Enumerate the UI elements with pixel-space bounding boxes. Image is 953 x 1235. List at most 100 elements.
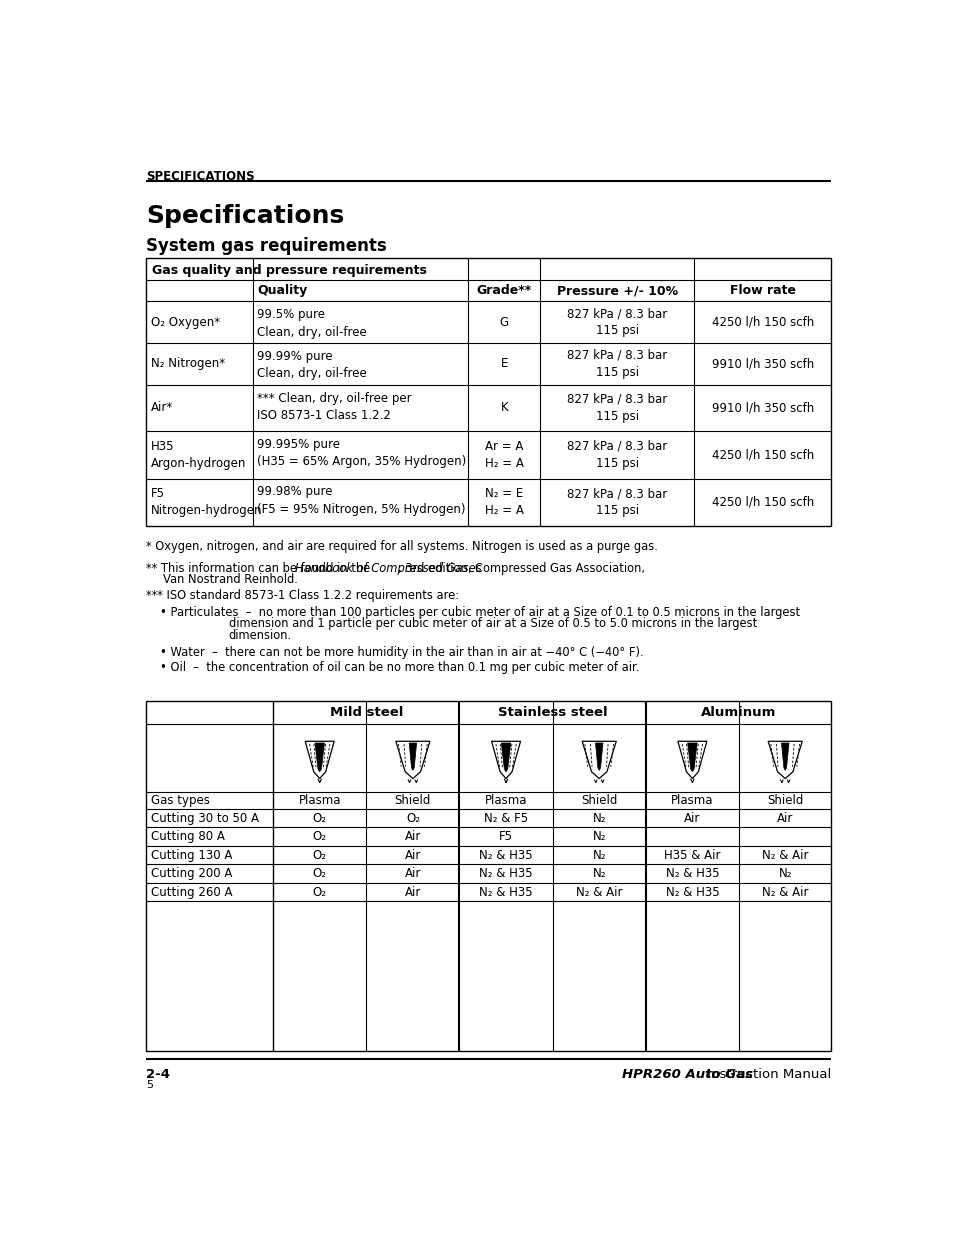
Text: Cutting 80 A: Cutting 80 A: [151, 830, 225, 844]
Text: N₂: N₂: [592, 848, 605, 862]
Text: 827 kPa / 8.3 bar
115 psi: 827 kPa / 8.3 bar 115 psi: [567, 440, 667, 469]
Polygon shape: [678, 741, 706, 778]
Text: 4250 l/h 150 scfh: 4250 l/h 150 scfh: [711, 448, 813, 461]
Text: *** ISO standard 8573-1 Class 1.2.2 requirements are:: *** ISO standard 8573-1 Class 1.2.2 requ…: [146, 589, 459, 601]
Text: System gas requirements: System gas requirements: [146, 237, 387, 254]
Text: • Oil  –  the concentration of oil can be no more than 0.1 mg per cubic meter of: • Oil – the concentration of oil can be …: [160, 661, 639, 674]
Text: 5: 5: [146, 1079, 153, 1091]
Text: Air: Air: [404, 867, 420, 881]
Text: Air: Air: [683, 811, 700, 825]
Text: O₂: O₂: [313, 867, 326, 881]
Text: H35 & Air: H35 & Air: [663, 848, 720, 862]
Text: N₂ & H35: N₂ & H35: [478, 885, 533, 899]
Text: Ar = A
H₂ = A: Ar = A H₂ = A: [484, 440, 523, 469]
Text: 9910 l/h 350 scfh: 9910 l/h 350 scfh: [711, 357, 813, 370]
Text: ** This information can be found in the: ** This information can be found in the: [146, 562, 374, 574]
Polygon shape: [395, 741, 430, 778]
Text: Cutting 260 A: Cutting 260 A: [151, 885, 233, 899]
Text: dimension.: dimension.: [229, 629, 292, 642]
Text: Shield: Shield: [766, 794, 802, 806]
Text: Flow rate: Flow rate: [729, 284, 795, 298]
Bar: [146, 258, 831, 526]
Text: • Particulates  –  no more than 100 particles per cubic meter of air at a Size o: • Particulates – no more than 100 partic…: [160, 605, 800, 619]
Text: Pressure +/- 10%: Pressure +/- 10%: [557, 284, 678, 298]
Text: SPECIFICATIONS: SPECIFICATIONS: [146, 169, 254, 183]
Text: 4250 l/h 150 scfh: 4250 l/h 150 scfh: [711, 496, 813, 509]
Text: Gas quality and pressure requirements: Gas quality and pressure requirements: [152, 264, 426, 277]
Text: N₂: N₂: [592, 867, 605, 881]
Text: N₂ = E
H₂ = A: N₂ = E H₂ = A: [484, 488, 523, 517]
Text: Air: Air: [404, 848, 420, 862]
Text: Grade**: Grade**: [476, 284, 532, 298]
Text: Plasma: Plasma: [298, 794, 340, 806]
Text: Air: Air: [777, 811, 793, 825]
Polygon shape: [500, 743, 510, 772]
Text: 2-4: 2-4: [146, 1068, 171, 1082]
Text: Plasma: Plasma: [671, 794, 713, 806]
Text: Air*: Air*: [151, 401, 173, 414]
Text: N₂ & Air: N₂ & Air: [761, 848, 807, 862]
Polygon shape: [581, 741, 616, 778]
Text: 827 kPa / 8.3 bar
115 psi: 827 kPa / 8.3 bar 115 psi: [567, 393, 667, 422]
Text: N₂ & H35: N₂ & H35: [478, 848, 533, 862]
Text: 99.5% pure
Clean, dry, oil-free: 99.5% pure Clean, dry, oil-free: [257, 309, 367, 338]
Text: N₂ & Air: N₂ & Air: [576, 885, 621, 899]
Polygon shape: [314, 743, 324, 772]
Text: Instruction Manual: Instruction Manual: [702, 1068, 831, 1082]
Text: *** Clean, dry, oil-free per
ISO 8573-1 Class 1.2.2: *** Clean, dry, oil-free per ISO 8573-1 …: [257, 391, 412, 422]
Text: Handbook of Compressed Gases: Handbook of Compressed Gases: [294, 562, 480, 574]
Text: G: G: [499, 316, 508, 329]
Text: F5
Nitrogen-hydrogen: F5 Nitrogen-hydrogen: [151, 488, 262, 517]
Text: Mild steel: Mild steel: [329, 706, 402, 719]
Text: Van Nostrand Reinhold.: Van Nostrand Reinhold.: [163, 573, 298, 587]
Text: N₂: N₂: [778, 867, 791, 881]
Text: 4250 l/h 150 scfh: 4250 l/h 150 scfh: [711, 316, 813, 329]
Text: 99.995% pure
(H35 = 65% Argon, 35% Hydrogen): 99.995% pure (H35 = 65% Argon, 35% Hydro…: [257, 437, 466, 468]
Polygon shape: [781, 743, 788, 771]
Text: HPR260 Auto Gas: HPR260 Auto Gas: [621, 1068, 753, 1082]
Text: Specifications: Specifications: [146, 204, 344, 227]
Polygon shape: [687, 743, 697, 772]
Polygon shape: [409, 743, 416, 771]
Text: Cutting 130 A: Cutting 130 A: [151, 848, 233, 862]
Text: 827 kPa / 8.3 bar
115 psi: 827 kPa / 8.3 bar 115 psi: [567, 488, 667, 517]
Text: Shield: Shield: [395, 794, 431, 806]
Text: Plasma: Plasma: [484, 794, 527, 806]
Polygon shape: [491, 741, 520, 778]
Text: F5: F5: [498, 830, 513, 844]
Text: Gas types: Gas types: [151, 794, 210, 806]
Text: O₂: O₂: [313, 811, 326, 825]
Text: E: E: [500, 357, 508, 370]
Text: Aluminum: Aluminum: [700, 706, 776, 719]
Text: Shield: Shield: [580, 794, 617, 806]
Text: * Oxygen, nitrogen, and air are required for all systems. Nitrogen is used as a : * Oxygen, nitrogen, and air are required…: [146, 540, 658, 553]
Text: N₂ & F5: N₂ & F5: [483, 811, 528, 825]
Text: dimension and 1 particle per cubic meter of air at a Size of 0.5 to 5.0 microns : dimension and 1 particle per cubic meter…: [229, 618, 756, 630]
Text: Cutting 30 to 50 A: Cutting 30 to 50 A: [151, 811, 259, 825]
Text: 99.98% pure
(F5 = 95% Nitrogen, 5% Hydrogen): 99.98% pure (F5 = 95% Nitrogen, 5% Hydro…: [257, 485, 465, 516]
Text: Quality: Quality: [257, 284, 307, 298]
Text: O₂: O₂: [313, 848, 326, 862]
Polygon shape: [767, 741, 801, 778]
Text: 9910 l/h 350 scfh: 9910 l/h 350 scfh: [711, 401, 813, 414]
Text: 827 kPa / 8.3 bar
115 psi: 827 kPa / 8.3 bar 115 psi: [567, 348, 667, 379]
Text: N₂ & Air: N₂ & Air: [761, 885, 807, 899]
Text: N₂: N₂: [592, 811, 605, 825]
Text: N₂: N₂: [592, 830, 605, 844]
Text: Air: Air: [404, 830, 420, 844]
Text: H35
Argon-hydrogen: H35 Argon-hydrogen: [151, 440, 246, 469]
Text: Air: Air: [404, 885, 420, 899]
Text: O₂: O₂: [313, 885, 326, 899]
Polygon shape: [595, 743, 602, 771]
Text: K: K: [500, 401, 508, 414]
Text: O₂: O₂: [313, 830, 326, 844]
Text: 827 kPa / 8.3 bar
115 psi: 827 kPa / 8.3 bar 115 psi: [567, 308, 667, 337]
Text: N₂ Nitrogen*: N₂ Nitrogen*: [151, 357, 225, 370]
Text: 99.99% pure
Clean, dry, oil-free: 99.99% pure Clean, dry, oil-free: [257, 350, 367, 380]
Text: O₂: O₂: [405, 811, 419, 825]
Bar: [146, 701, 831, 1051]
Text: N₂ & H35: N₂ & H35: [665, 885, 719, 899]
Text: O₂ Oxygen*: O₂ Oxygen*: [151, 316, 220, 329]
Text: N₂ & H35: N₂ & H35: [478, 867, 533, 881]
Text: Cutting 200 A: Cutting 200 A: [151, 867, 233, 881]
